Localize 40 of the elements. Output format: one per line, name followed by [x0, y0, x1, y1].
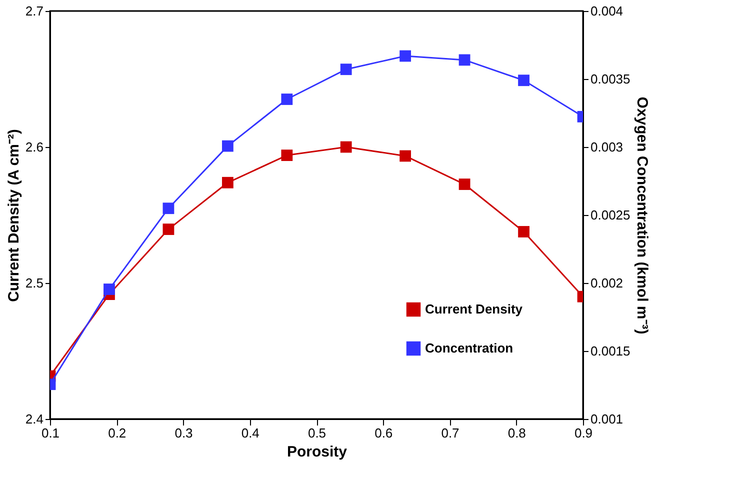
y-axis-title: Current Density (A cm⁻²)	[5, 129, 22, 302]
legend-label: Current Density	[425, 302, 524, 316]
point	[400, 150, 412, 162]
y-tick-label: 2.4	[25, 412, 44, 426]
y2-tick-label: 0.003	[590, 140, 624, 154]
y2-tick-label: 0.0025	[590, 208, 630, 222]
x-tick-label: 0.3	[174, 426, 193, 440]
y-tick-label: 2.7	[25, 4, 44, 18]
x-tick-label: 0.6	[374, 426, 393, 440]
x-tick-label: 0.5	[308, 426, 326, 440]
y2-axis-title: Oxygen Concentration (kmol m⁻³)	[633, 96, 650, 334]
y-tick-label: 2.5	[25, 276, 44, 290]
x-tick-label: 0.4	[241, 426, 260, 440]
x-tick-label: 0.7	[441, 426, 460, 440]
y2-tick-label: 0.004	[590, 4, 624, 18]
point	[222, 140, 234, 152]
x-tick-label: 0.8	[508, 426, 526, 440]
point	[162, 202, 174, 214]
point	[400, 50, 412, 62]
point	[104, 284, 115, 295]
point	[518, 226, 530, 238]
x-axis-title: Porosity	[286, 444, 348, 460]
x-tick-label: 0.1	[41, 426, 60, 440]
x-tick-label: 0.9	[574, 426, 593, 440]
y-tick-label: 2.6	[25, 140, 44, 154]
legend-label: Concentration	[425, 340, 514, 356]
x-tick-label: 0.2	[108, 426, 126, 440]
y2-tick-label: 0.001	[590, 412, 624, 426]
point	[281, 94, 293, 105]
y2-tick-label: 0.0015	[590, 344, 630, 358]
point	[458, 178, 470, 190]
y2-tick-label: 0.002	[590, 276, 624, 290]
point	[162, 224, 174, 235]
point	[340, 64, 352, 76]
point	[458, 54, 470, 66]
point	[281, 150, 293, 161]
point	[518, 74, 530, 86]
point	[340, 141, 352, 153]
y2-tick-label: 0.0035	[590, 72, 630, 86]
point	[222, 176, 234, 188]
